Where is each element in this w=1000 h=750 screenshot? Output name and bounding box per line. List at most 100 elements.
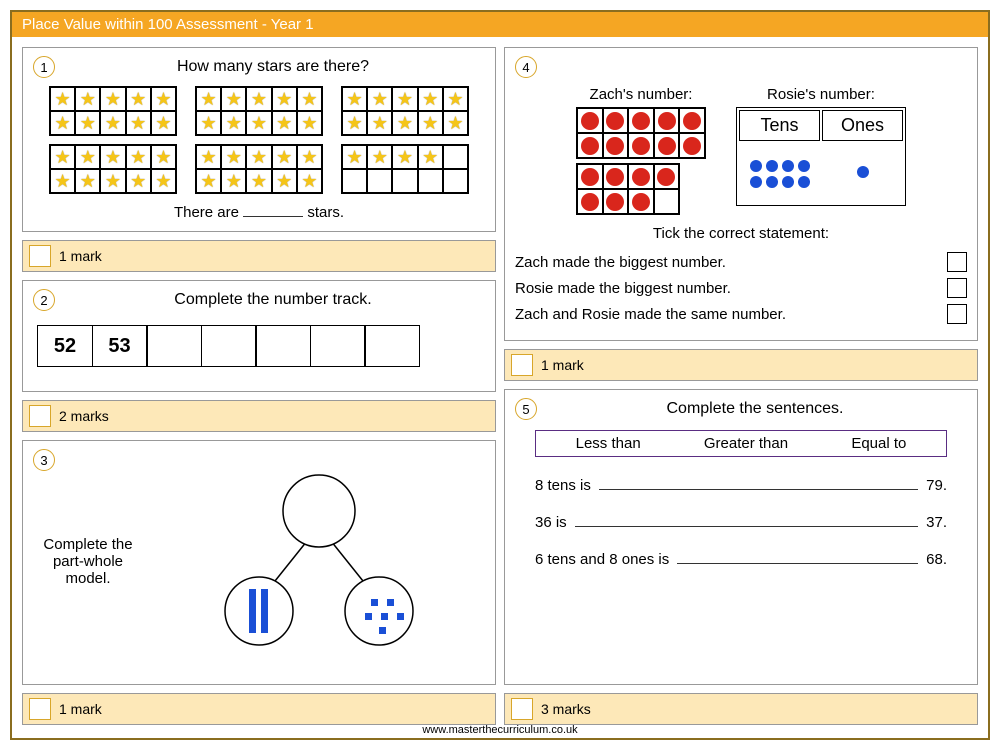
q5-markbox[interactable] [511,698,533,720]
blue-dot-icon [766,160,778,172]
red-counter-icon [606,193,624,211]
blue-dot-icon [750,160,762,172]
star-icon: ★ [276,171,292,192]
star-icon: ★ [397,113,413,134]
star-icon: ★ [226,89,242,110]
part-whole-model [153,471,485,651]
place-value-table: Tens Ones [736,107,906,206]
question-5: 5 Complete the sentences. Less thanGreat… [504,389,978,685]
track-cell: 52 [37,325,93,367]
blue-dot-icon [750,176,762,188]
rosie-ones-dots [828,166,898,178]
star-icon: ★ [447,89,463,110]
statement-row: Zach made the biggest number. [515,252,967,272]
star-icon: ★ [347,113,363,134]
red-counter-icon [581,193,599,211]
question-2: 2 Complete the number track. 5253 [22,280,496,392]
red-counter-icon [606,112,624,130]
zach-block: Zach's number: [576,86,706,215]
answer-blank[interactable] [677,549,918,564]
red-counter-icon [606,168,624,186]
star-icon: ★ [226,147,242,168]
q5-number: 5 [515,398,537,420]
blue-dot-icon [798,160,810,172]
rosie-tens-dots [745,160,815,188]
checkbox[interactable] [947,278,967,298]
wordbank-item: Less than [576,435,641,452]
q1-markbar: 1 mark [22,240,496,272]
red-counter-icon [581,137,599,155]
star-icon: ★ [105,147,121,168]
track-cell[interactable] [201,325,257,367]
answer-blank[interactable] [599,475,918,490]
star-icon: ★ [372,113,388,134]
star-icon: ★ [55,171,71,192]
star-icon: ★ [155,171,171,192]
checkbox[interactable] [947,252,967,272]
star-icon: ★ [130,113,146,134]
question-4: 4 Zach's number: Rosie's number: Tens On… [504,47,978,341]
star-icon: ★ [201,89,217,110]
q2-markbar: 2 marks [22,400,496,432]
track-cell[interactable] [364,325,420,367]
star-icon: ★ [55,113,71,134]
star-icon: ★ [422,147,438,168]
star-icon: ★ [301,171,317,192]
q3-markbox[interactable] [29,698,51,720]
star-icon: ★ [155,113,171,134]
checkbox[interactable] [947,304,967,324]
title-bar: Place Value within 100 Assessment - Year… [12,12,988,37]
red-counter-icon [632,112,650,130]
star-icon: ★ [251,147,267,168]
star-icon: ★ [372,89,388,110]
q2-title: Complete the number track. [61,291,485,309]
track-cell[interactable] [255,325,311,367]
q1-markbox[interactable] [29,245,51,267]
red-counter-icon [632,168,650,186]
wordbank-item: Equal to [851,435,906,452]
answer-blank[interactable] [575,512,918,527]
red-counter-icon [632,193,650,211]
star-icon: ★ [105,89,121,110]
star-icon: ★ [55,89,71,110]
red-counter-icon [683,112,701,130]
star-icon: ★ [130,147,146,168]
star-icon: ★ [55,147,71,168]
red-counter-icon [581,112,599,130]
q1-number: 1 [33,56,55,78]
q3-markbar: 1 mark [22,693,496,725]
tick-title: Tick the correct statement: [515,225,967,242]
red-counter-icon [606,137,624,155]
q3-number: 3 [33,449,55,471]
q4-markbox[interactable] [511,354,533,376]
red-counter-icon [658,112,676,130]
star-icon: ★ [80,147,96,168]
blue-dot-icon [798,176,810,188]
star-icon: ★ [397,89,413,110]
track-cell[interactable] [310,325,366,367]
star-icon: ★ [226,171,242,192]
zach-tenframes [576,107,706,215]
q5-sentences: 8 tens is79.36 is37.6 tens and 8 ones is… [535,475,947,568]
footer: www.masterthecurriculum.co.uk [0,724,1000,736]
q1-tenframes: ★★★★★★★★★★★★★★★★★★★★★★★★★★★★★★★★★★★★★★★★… [33,86,485,194]
q1-title: How many stars are there? [61,58,485,76]
star-icon: ★ [276,89,292,110]
q4-number: 4 [515,56,537,78]
star-icon: ★ [251,171,267,192]
star-icon: ★ [155,89,171,110]
star-icon: ★ [105,113,121,134]
red-counter-icon [683,137,701,155]
question-3: 3 Complete the part-whole model. [22,440,496,685]
track-cell[interactable] [146,325,202,367]
star-icon: ★ [276,147,292,168]
star-icon: ★ [130,171,146,192]
q1-blank[interactable] [243,202,303,217]
statement-row: Rosie made the biggest number. [515,278,967,298]
star-icon: ★ [276,113,292,134]
q2-markbox[interactable] [29,405,51,427]
q5-markbar: 3 marks [504,693,978,725]
star-icon: ★ [130,89,146,110]
red-counter-icon [632,137,650,155]
q5-title: Complete the sentences. [543,400,967,418]
